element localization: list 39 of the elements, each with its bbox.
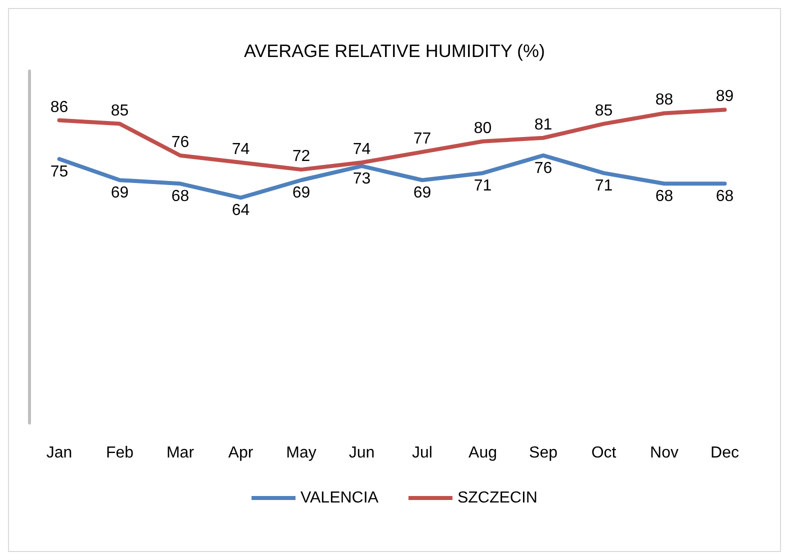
- x-tick-label: Mar: [166, 444, 195, 462]
- legend-label: SZCZECIN: [457, 490, 538, 506]
- x-tick-label: Jul: [412, 444, 432, 462]
- data-label: 75: [50, 164, 68, 180]
- x-tick-label: Apr: [228, 444, 254, 462]
- data-label: 69: [292, 184, 310, 202]
- data-label: 74: [232, 141, 250, 158]
- data-label: 77: [413, 130, 432, 148]
- data-label: 89: [716, 88, 734, 106]
- data-label: 64: [232, 202, 250, 220]
- x-tick-label: Sep: [529, 444, 558, 462]
- x-tick-label: Jun: [348, 444, 375, 462]
- x-tick-label: Jan: [46, 444, 72, 462]
- data-label: 69: [110, 184, 129, 202]
- x-tick-label: Oct: [591, 444, 617, 462]
- legend-label: VALENCIA: [300, 490, 379, 506]
- data-label: 73: [352, 170, 371, 188]
- data-label: 68: [171, 188, 190, 206]
- data-label: 74: [352, 141, 371, 158]
- x-tick-label: Dec: [710, 444, 739, 462]
- chart-title: AVERAGE RELATIVE HUMIDITY (%): [244, 41, 546, 61]
- x-tick-label: Feb: [106, 444, 134, 462]
- data-label: 68: [716, 188, 734, 206]
- data-label: 81: [534, 116, 552, 134]
- data-label: 71: [594, 178, 613, 195]
- data-label: 72: [292, 148, 310, 166]
- x-tick-label: Nov: [650, 444, 678, 462]
- data-label: 76: [171, 134, 190, 151]
- data-label: 71: [474, 178, 492, 195]
- data-label: 80: [474, 120, 492, 137]
- data-label: 85: [594, 102, 613, 120]
- x-tick-label: Aug: [468, 444, 497, 462]
- data-label: 68: [655, 188, 674, 206]
- x-tick-label: May: [286, 444, 316, 462]
- data-label: 85: [110, 102, 129, 120]
- data-label: 69: [413, 184, 432, 202]
- data-label: 86: [50, 98, 68, 116]
- data-label: 88: [655, 92, 674, 109]
- data-label: 76: [534, 160, 552, 177]
